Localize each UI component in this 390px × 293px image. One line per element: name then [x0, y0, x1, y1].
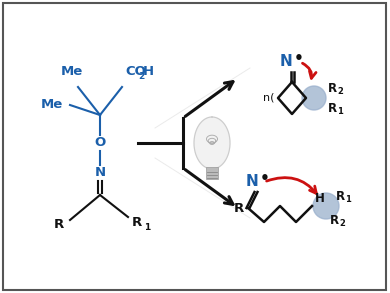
Circle shape: [302, 86, 326, 110]
Text: 2: 2: [138, 72, 144, 81]
Text: •: •: [260, 171, 270, 187]
Text: 2: 2: [337, 88, 343, 96]
Bar: [206, 167, 218, 179]
Text: H: H: [315, 193, 325, 205]
Text: •: •: [294, 52, 304, 67]
Text: R: R: [328, 81, 337, 95]
Text: Me: Me: [41, 98, 63, 112]
Text: 1: 1: [345, 195, 351, 205]
Text: N: N: [246, 175, 258, 190]
Text: 1: 1: [144, 224, 150, 233]
Text: N: N: [280, 54, 292, 69]
Text: R: R: [234, 202, 244, 214]
Text: R: R: [330, 214, 339, 226]
Text: CO: CO: [125, 65, 146, 78]
Polygon shape: [194, 117, 230, 169]
Text: n(: n(: [262, 93, 274, 103]
Circle shape: [313, 193, 339, 219]
Text: O: O: [94, 137, 106, 149]
Text: N: N: [94, 166, 106, 180]
Text: Me: Me: [61, 65, 83, 78]
Text: R: R: [132, 217, 142, 229]
Text: R: R: [328, 101, 337, 115]
Text: 1: 1: [337, 108, 343, 117]
Text: R: R: [336, 190, 345, 202]
Text: 2: 2: [339, 219, 345, 229]
Text: R: R: [54, 219, 64, 231]
Text: H: H: [143, 65, 154, 78]
